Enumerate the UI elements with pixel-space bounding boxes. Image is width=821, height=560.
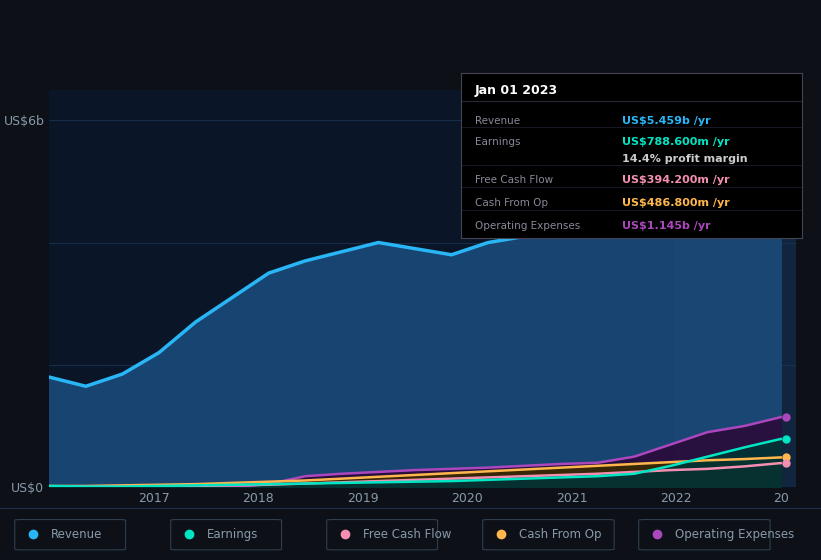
Text: Cash From Op: Cash From Op — [475, 198, 548, 208]
Text: Revenue: Revenue — [51, 528, 103, 541]
Text: 14.4% profit margin: 14.4% profit margin — [621, 154, 747, 164]
Text: Free Cash Flow: Free Cash Flow — [363, 528, 452, 541]
Text: Free Cash Flow: Free Cash Flow — [475, 175, 553, 185]
Text: US$788.600m /yr: US$788.600m /yr — [621, 137, 729, 147]
Text: Operating Expenses: Operating Expenses — [675, 528, 794, 541]
Text: Jan 01 2023: Jan 01 2023 — [475, 85, 558, 97]
Text: Cash From Op: Cash From Op — [519, 528, 601, 541]
Text: US$5.459b /yr: US$5.459b /yr — [621, 116, 710, 126]
Text: US$486.800m /yr: US$486.800m /yr — [621, 198, 729, 208]
Text: Earnings: Earnings — [207, 528, 259, 541]
Text: US$394.200m /yr: US$394.200m /yr — [621, 175, 729, 185]
Text: US$1.145b /yr: US$1.145b /yr — [621, 222, 710, 231]
Text: Operating Expenses: Operating Expenses — [475, 222, 580, 231]
Bar — [675, 90, 796, 487]
Text: Earnings: Earnings — [475, 137, 521, 147]
Text: Revenue: Revenue — [475, 116, 521, 126]
